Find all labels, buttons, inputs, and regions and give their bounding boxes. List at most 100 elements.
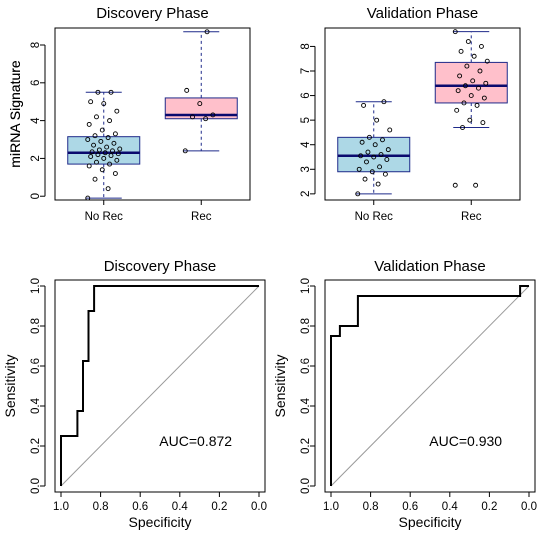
data-point [461, 100, 467, 106]
data-point [86, 121, 92, 127]
x-tick-label: 0.0 [521, 501, 537, 513]
reference-diagonal [60, 285, 260, 487]
data-point [359, 139, 365, 145]
y-tick-label: 0.0 [300, 478, 312, 494]
data-point [377, 164, 383, 170]
data-point [480, 120, 486, 126]
data-point [375, 181, 381, 187]
data-point [355, 191, 361, 197]
data-point [369, 169, 375, 175]
reference-diagonal [330, 285, 530, 487]
data-point [110, 148, 115, 154]
data-point [477, 68, 483, 74]
y-tick-label: 3 [300, 166, 312, 172]
box-no-rec [67, 89, 141, 201]
data-point [94, 159, 99, 165]
data-point [361, 102, 367, 108]
roc-panel-3: Validation Phase 1.0 0.8 0.6 0.4 0.2 0.0 Specif… [272, 258, 537, 530]
data-point [101, 155, 107, 161]
data-point [112, 131, 118, 137]
x-tick-label: 0.8 [363, 501, 379, 513]
x-tick-label: 0.2 [481, 501, 497, 513]
data-point [464, 63, 470, 69]
y-tick-label: 8 [30, 42, 42, 48]
data-point [111, 140, 117, 146]
data-point [210, 112, 216, 118]
y-tick-label: 0.4 [300, 397, 312, 414]
roc-curve [330, 285, 529, 486]
data-point [92, 133, 98, 139]
y-tick-label: 4 [300, 141, 312, 148]
x-tick-label: 0.0 [251, 501, 267, 513]
data-point [380, 137, 385, 143]
y-tick-label: 1.0 [30, 278, 42, 294]
data-point [460, 125, 465, 130]
data-point [98, 138, 104, 144]
data-point [108, 153, 114, 159]
data-point [197, 101, 203, 107]
y-tick-label: 0.8 [30, 318, 42, 334]
x-tick-label: Rec [461, 211, 482, 223]
x-tick-label: Rec [191, 211, 212, 223]
data-point [184, 87, 190, 93]
data-point [356, 166, 362, 172]
data-point [95, 89, 101, 95]
data-point [465, 39, 471, 44]
y-tick-label: 0.6 [300, 358, 312, 374]
data-point [378, 152, 384, 157]
x-tick-label: 1.0 [53, 501, 69, 513]
data-point [114, 108, 120, 114]
x-tick-label: 0.2 [211, 501, 227, 513]
data-point [381, 99, 387, 105]
data-point [481, 95, 487, 101]
y-axis-label: Sensitivity [2, 354, 18, 417]
data-point [474, 102, 480, 108]
y-tick-label: 2 [300, 191, 312, 197]
data-point [455, 88, 461, 94]
y-tick-label: 7 [300, 68, 312, 74]
data-point [372, 142, 378, 148]
data-point [182, 148, 188, 154]
data-point [358, 153, 364, 159]
y-tick-label: 0.6 [30, 358, 42, 374]
data-point [473, 182, 479, 188]
data-point [364, 159, 369, 165]
panel-title: Validation Phase [374, 258, 485, 275]
x-axis-label: Specificity [398, 514, 461, 530]
data-point [105, 135, 111, 141]
data-point [96, 147, 102, 153]
boxplot-panel-0: Discovery Phase 0 2 4 6 8 miRNA Signature No Re… [7, 5, 251, 223]
data-point [101, 101, 107, 107]
data-point [85, 137, 91, 142]
data-point [478, 43, 484, 49]
data-point [88, 154, 94, 159]
data-point [484, 58, 490, 64]
x-tick-label: 0.4 [172, 501, 189, 513]
data-point [457, 73, 463, 79]
roc-curve [60, 285, 259, 486]
data-point [387, 127, 393, 133]
data-point [385, 147, 391, 153]
y-axis-label: miRNA Signature [7, 60, 23, 168]
panel-title: Discovery Phase [96, 5, 209, 22]
data-point [102, 150, 108, 156]
data-point [467, 117, 473, 123]
data-point [204, 29, 210, 35]
data-point [471, 53, 477, 59]
plot-frame [54, 27, 251, 201]
y-tick-label: 4 [30, 117, 42, 124]
data-point [462, 83, 468, 89]
data-point [384, 157, 390, 162]
panel-title: Discovery Phase [104, 258, 217, 275]
boxplot-panel-1: Validation Phase 2 3 4 5 6 7 8 miRNA Signature No… [7, 5, 521, 223]
box-no-rec [337, 99, 411, 197]
auc-annotation: AUC=0.930 [429, 433, 502, 449]
y-tick-label: 5 [300, 117, 312, 123]
y-tick-label: 0.4 [30, 397, 42, 414]
x-tick-label: No Rec [355, 211, 394, 223]
x-tick-label: 0.6 [402, 501, 418, 513]
data-point [88, 99, 94, 105]
y-tick-label: 0.8 [300, 318, 312, 334]
data-point [114, 157, 120, 163]
